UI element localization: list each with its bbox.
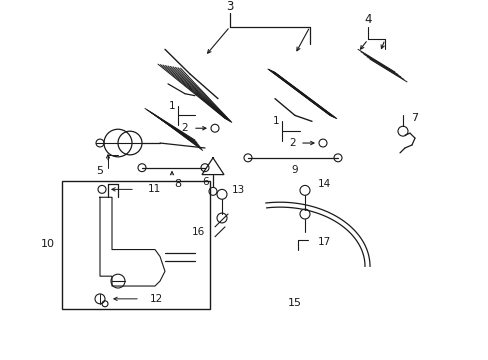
Text: 5: 5	[96, 166, 103, 176]
Text: 7: 7	[410, 113, 418, 123]
Text: 2: 2	[289, 138, 296, 148]
Text: 4: 4	[364, 13, 371, 26]
Text: 6: 6	[202, 177, 209, 188]
Text: 14: 14	[317, 179, 330, 189]
Text: 15: 15	[287, 298, 302, 308]
Text: 13: 13	[231, 185, 245, 195]
Text: 1: 1	[272, 116, 279, 126]
Text: 17: 17	[317, 237, 330, 247]
Text: 3: 3	[226, 0, 233, 13]
Bar	[62, 180, 209, 309]
Text: 10: 10	[41, 239, 55, 249]
Text: 11: 11	[148, 184, 161, 194]
Text: 2: 2	[182, 123, 188, 133]
Text: 16: 16	[191, 227, 204, 237]
Text: 12: 12	[150, 294, 163, 304]
Text: 9: 9	[291, 165, 298, 175]
Text: 8: 8	[174, 179, 181, 189]
Text: 1: 1	[168, 100, 175, 111]
